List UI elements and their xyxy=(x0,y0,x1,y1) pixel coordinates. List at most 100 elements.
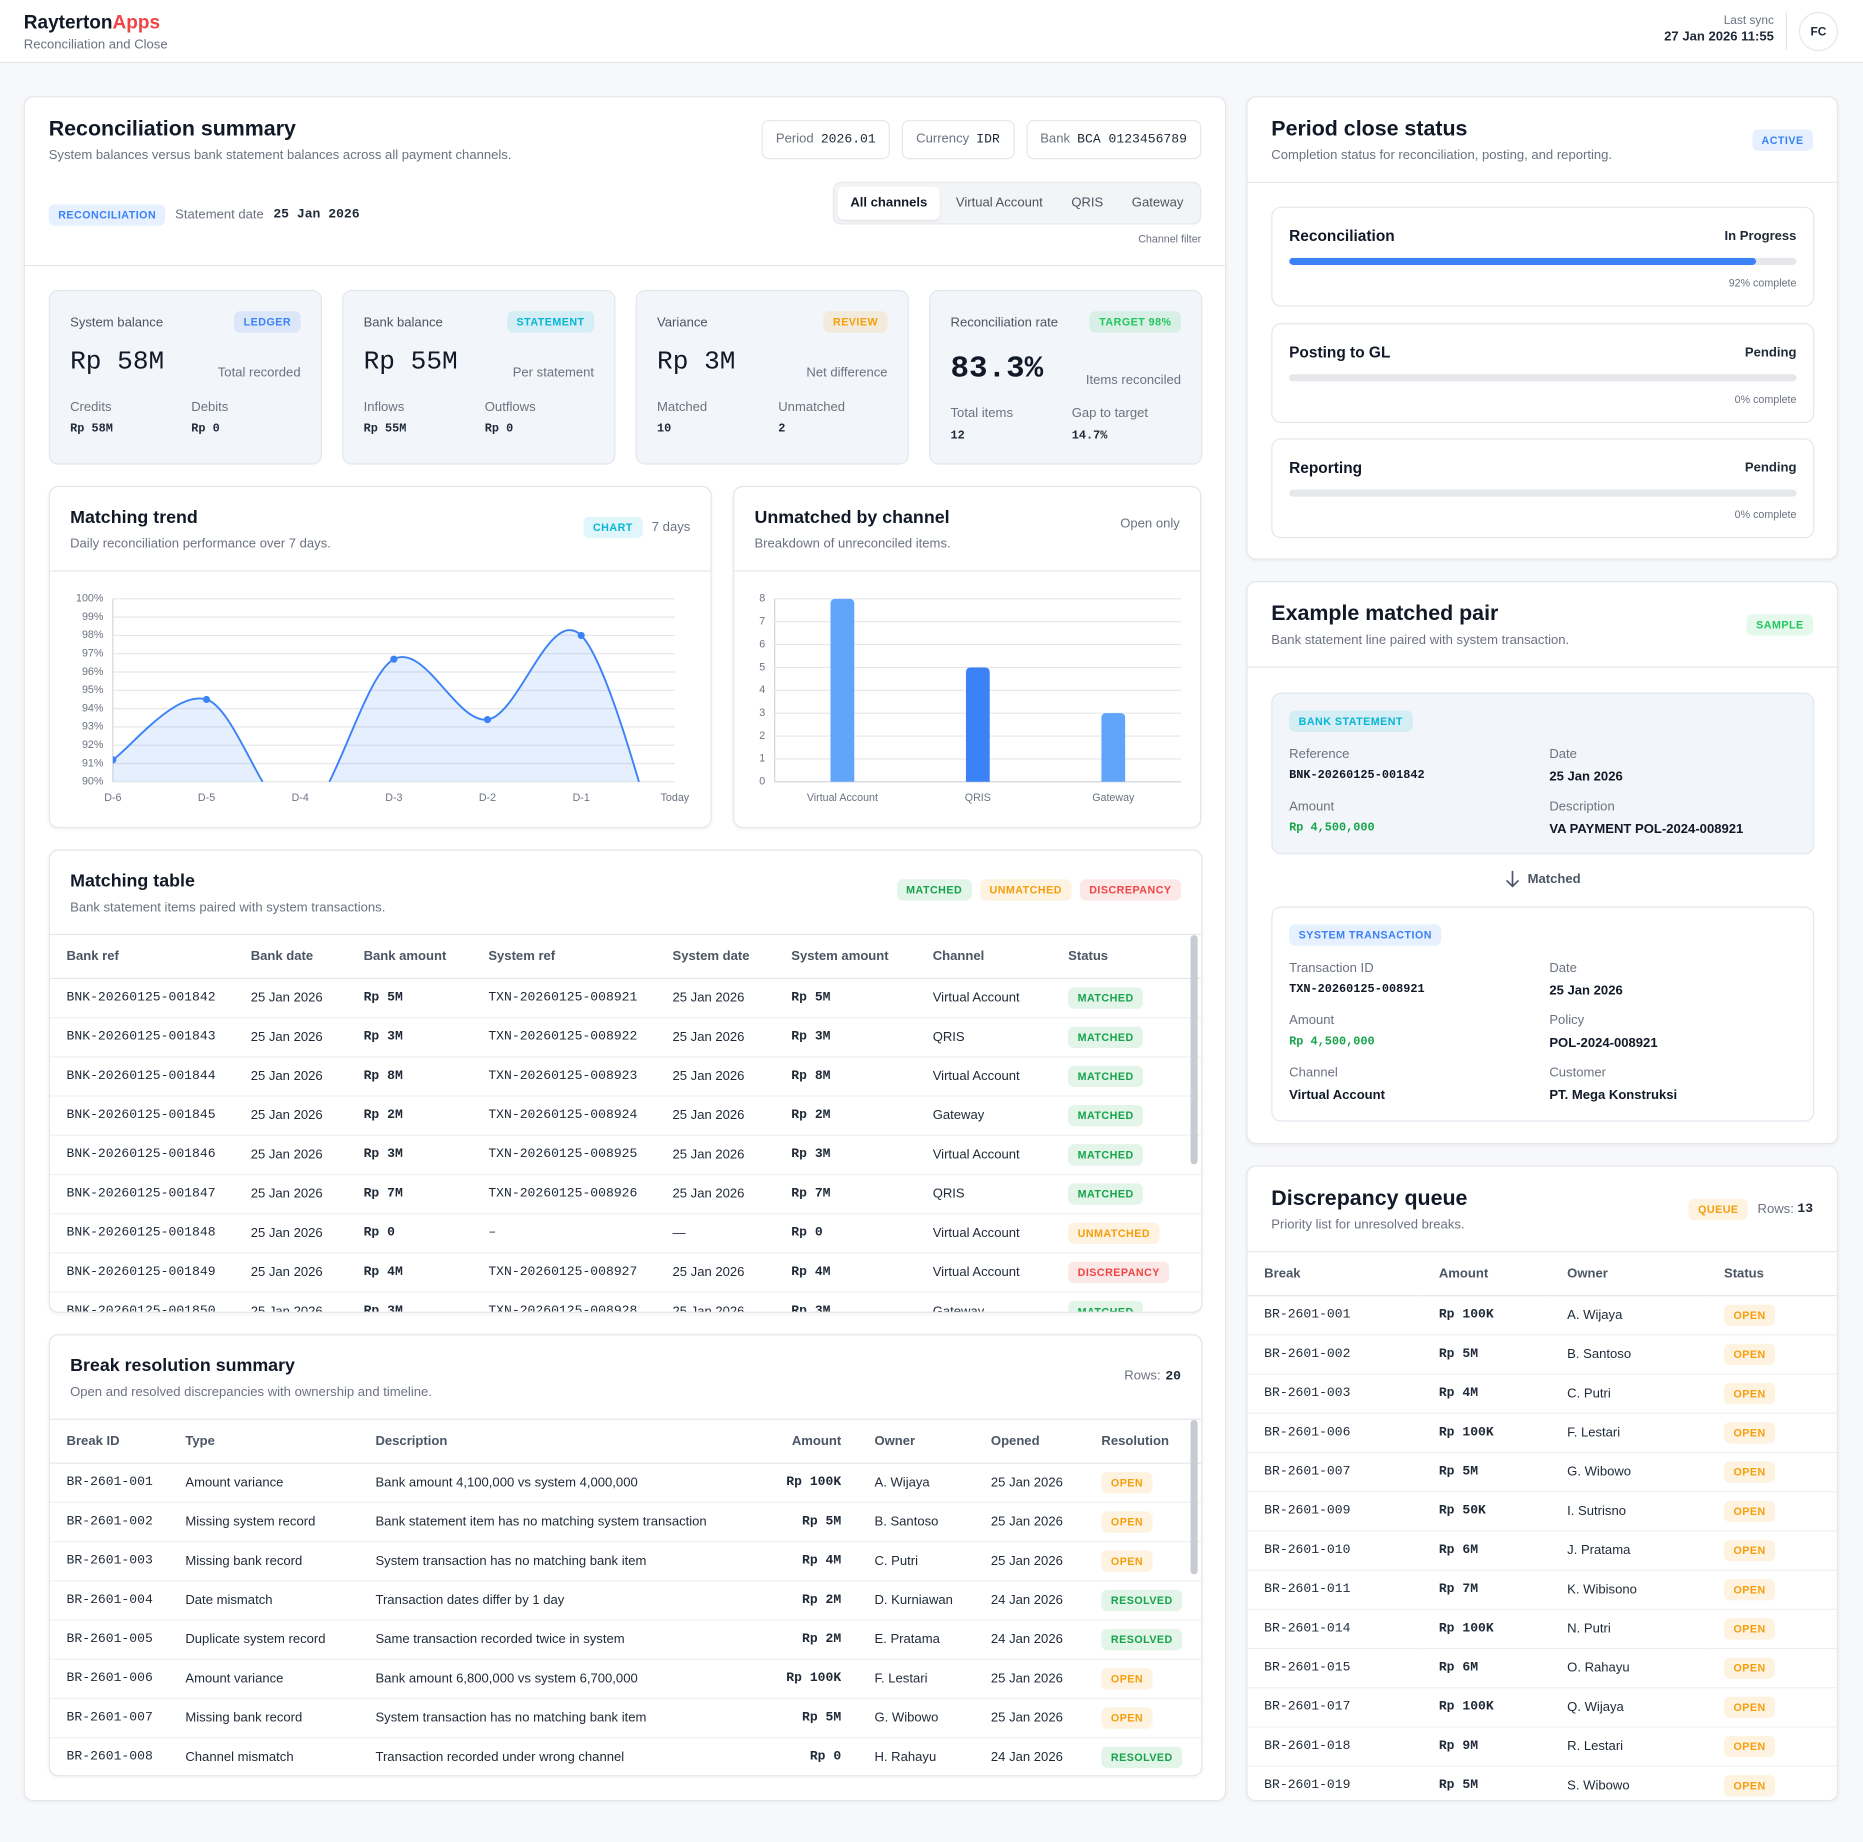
status-cell: RESOLVED xyxy=(1084,1737,1202,1776)
filter-chip[interactable]: Currency IDR xyxy=(901,120,1015,160)
chart-subtitle: Daily reconciliation performance over 7 … xyxy=(70,537,331,552)
y-tick-label: 1 xyxy=(759,753,765,765)
status-cell: MATCHED xyxy=(1051,1292,1202,1312)
column-header: Break xyxy=(1247,1252,1423,1297)
kpi-card: Variance REVIEW Rp 3M Net difference Matched… xyxy=(635,289,909,465)
column-header: Channel xyxy=(916,935,1052,980)
table-cell: BR-2601-008 xyxy=(49,1737,169,1776)
filter-label: Period xyxy=(775,131,814,147)
table-cell: O. Rahayu xyxy=(1550,1648,1708,1689)
card-meta: QUEUE Rows: 13 xyxy=(1688,1198,1813,1221)
table-cell: F. Lestari xyxy=(1550,1413,1708,1454)
badge: BANK STATEMENT xyxy=(1289,710,1413,732)
field-value: 25 Jan 2026 xyxy=(1549,983,1623,999)
table-cell: Bank statement item has no matching syst… xyxy=(358,1502,751,1543)
chart-card: Matching trend Daily reconciliation perfo… xyxy=(48,485,712,829)
kpi-label: Variance xyxy=(657,316,708,331)
bar xyxy=(830,598,855,782)
table-cell: BNK-20260125-001850 xyxy=(49,1292,235,1312)
table-cell: BR-2601-002 xyxy=(49,1502,169,1543)
table-row: BR-2601-018 Rp 9M R. Lestari OPEN xyxy=(1247,1726,1837,1767)
table-cell: Rp 9M xyxy=(1422,1726,1551,1767)
channel-filter: All channels Virtual Account QRIS Gateway xyxy=(832,181,1202,225)
status-badge: OPEN xyxy=(1723,1304,1776,1326)
channel-tab[interactable]: QRIS xyxy=(1071,196,1104,211)
filter-label: Bank xyxy=(1040,131,1071,147)
table-cell: Rp 5M xyxy=(750,1698,858,1739)
channel-tab[interactable]: Gateway xyxy=(1131,196,1184,211)
y-tick-label: 95% xyxy=(82,684,104,696)
table-cell: BR-2601-011 xyxy=(1247,1570,1423,1610)
x-tick-label: D-6 xyxy=(104,792,121,804)
table-cell: Date mismatch xyxy=(168,1580,359,1621)
table-cell: Rp 5M xyxy=(346,978,472,1019)
field-value: Rp 4,500,000 xyxy=(1289,822,1375,836)
filter-label: Currency xyxy=(916,131,970,147)
table-cell: 25 Jan 2026 xyxy=(234,1096,347,1136)
filter-value: BCA 0123456789 xyxy=(1077,133,1187,148)
bar xyxy=(965,667,990,782)
divider xyxy=(1247,666,1837,668)
y-tick-label: 4 xyxy=(759,684,765,696)
progress-track xyxy=(1289,489,1797,497)
channel-caption: Channel filter xyxy=(1138,232,1202,245)
chart-subtitle: Breakdown of unreconciled items. xyxy=(754,537,951,552)
chart-card: Unmatched by channel Breakdown of unrecon… xyxy=(733,485,1202,829)
avatar: FC xyxy=(1798,11,1839,52)
table-cell: F. Lestari xyxy=(857,1659,975,1700)
table-cell: BR-2601-018 xyxy=(1247,1726,1423,1767)
kpi-card: System balance LEDGER Rp 58M Total recorded… xyxy=(48,289,322,465)
table-cell: K. Wibisono xyxy=(1550,1570,1708,1610)
table-cell: C. Putri xyxy=(857,1541,975,1582)
rows-label: Rows: xyxy=(1757,1202,1794,1217)
legend: MATCHED UNMATCHED DISCREPANCY xyxy=(896,879,1182,901)
status-cell: OPEN xyxy=(1084,1698,1202,1739)
table-cell: 25 Jan 2026 xyxy=(974,1698,1085,1739)
table-cell: Rp 3M xyxy=(346,1017,472,1058)
table-title: Break resolution summary xyxy=(70,1355,295,1376)
table-cell: Virtual Account xyxy=(916,1135,1052,1176)
column-header: Bank amount xyxy=(346,935,472,980)
kpi-card: Reconciliation rate TARGET 98% 83.3% Items … xyxy=(929,289,1203,465)
filter-chip[interactable]: Period 2026.01 xyxy=(761,120,890,160)
y-tick-label: 94% xyxy=(82,702,104,714)
table-cell: B. Santoso xyxy=(857,1502,975,1543)
chart-note: 7 days xyxy=(651,520,691,535)
column-header: Bank ref xyxy=(49,935,235,980)
table-cell: TXN-20260125-008925 xyxy=(471,1135,656,1176)
y-tick-label: 2 xyxy=(759,730,765,742)
table-cell: Rp 2M xyxy=(346,1096,472,1136)
channel-tab[interactable]: All channels xyxy=(837,186,941,220)
field-label: Amount xyxy=(1289,799,1335,814)
table-row: BNK-20260125-001842 25 Jan 2026 Rp 5M TXN-2… xyxy=(49,978,1202,1019)
table-cell: 25 Jan 2026 xyxy=(655,1096,775,1136)
status-cell: DISCREPANCY xyxy=(1051,1252,1202,1293)
kpi-detail-value: Rp 0 xyxy=(191,422,220,437)
filter-chip[interactable]: Bank BCA 0123456789 xyxy=(1025,120,1202,160)
status-cell: RESOLVED xyxy=(1084,1620,1202,1660)
status-badge: OPEN xyxy=(1723,1618,1776,1640)
column-header: Amount xyxy=(1422,1252,1551,1297)
table-cell: 24 Jan 2026 xyxy=(974,1580,1085,1621)
column-header: Opened xyxy=(974,1419,1085,1464)
table-cell: Gateway xyxy=(916,1096,1052,1136)
table-row: BR-2601-007 Missing bank record System tra… xyxy=(49,1698,1202,1739)
kpi-detail-label: Total items xyxy=(950,406,1013,421)
table-cell: QRIS xyxy=(916,1017,1052,1058)
table-row: BNK-20260125-001849 25 Jan 2026 Rp 4M TXN-2… xyxy=(49,1252,1202,1293)
table-cell: 25 Jan 2026 xyxy=(974,1541,1085,1582)
channel-tab[interactable]: Virtual Account xyxy=(955,196,1043,211)
table-row: BR-2601-007 Rp 5M G. Wibowo OPEN xyxy=(1247,1452,1837,1493)
kpi-detail-value: 2 xyxy=(778,422,786,437)
kpi-badge: TARGET 98% xyxy=(1089,311,1182,333)
table-cell: – xyxy=(471,1213,656,1254)
step-status: Pending xyxy=(1744,345,1797,360)
status-badge: RESOLVED xyxy=(1101,1589,1183,1612)
status-cell: OPEN xyxy=(1707,1374,1837,1414)
sync-time: 27 Jan 2026 11:55 xyxy=(1664,29,1774,44)
table-cell: Rp 5M xyxy=(1422,1334,1551,1375)
status-badge: MATCHED xyxy=(1068,1144,1144,1166)
table-cell: TXN-20260125-008928 xyxy=(471,1292,656,1312)
